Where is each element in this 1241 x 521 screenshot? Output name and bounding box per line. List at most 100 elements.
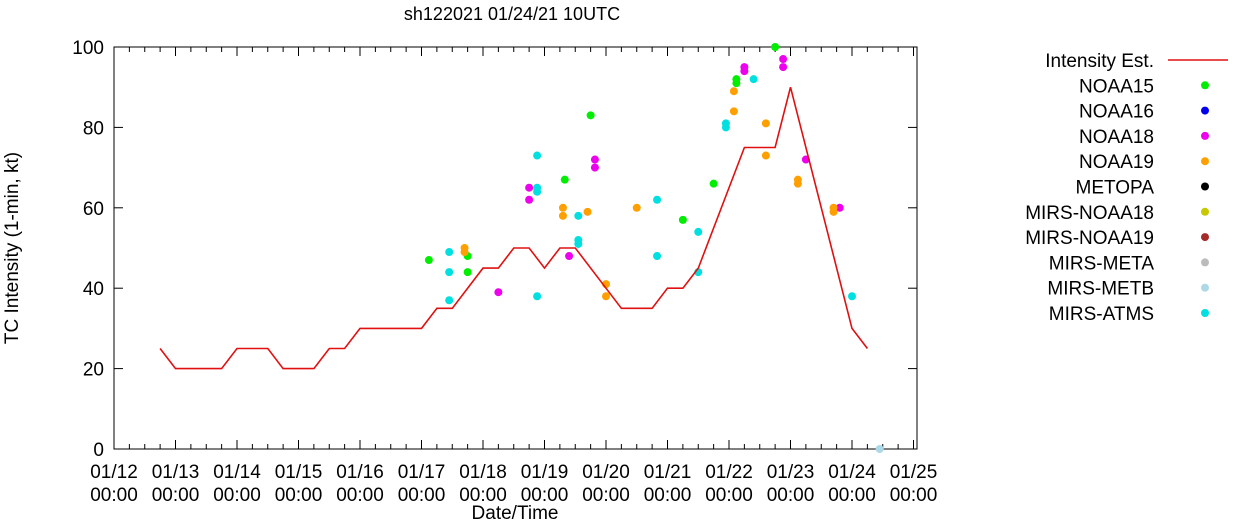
- data-point-noaa19: [583, 207, 592, 216]
- x-tick-label-time: 00:00: [459, 485, 507, 506]
- x-tick-label-time: 00:00: [275, 485, 323, 506]
- x-tick-label-date: 01/19: [521, 462, 569, 483]
- x-tick-label-time: 00:00: [152, 485, 200, 506]
- x-tick-label-date: 01/21: [644, 462, 692, 483]
- data-point-noaa19: [602, 292, 610, 301]
- data-point-noaa19: [793, 179, 802, 188]
- x-tick-label-time: 00:00: [890, 485, 938, 506]
- data-point-mirs-atms: [533, 187, 542, 196]
- data-point-mirs-atms: [533, 151, 542, 160]
- legend-swatch-dot: [1201, 157, 1209, 166]
- data-point-noaa19: [558, 211, 567, 220]
- data-point-noaa15: [463, 268, 472, 277]
- data-point-mirs-atms: [445, 248, 454, 257]
- legend: Intensity Est. NOAA15 NOAA16 NOAA18 NOAA19 ME…: [1025, 51, 1228, 325]
- x-tick-label-date: 01/18: [459, 462, 507, 483]
- y-tick-label: 20: [83, 360, 104, 381]
- legend-label: MIRS-METB: [1047, 279, 1154, 300]
- legend-label: MIRS-NOAA18: [1025, 203, 1154, 224]
- data-point-mirs-atms: [749, 75, 758, 84]
- y-tick-label: 40: [83, 279, 104, 300]
- data-point-noaa15: [560, 175, 569, 184]
- x-tick-label-date: 01/16: [336, 462, 384, 483]
- data-point-mirs-metb: [875, 445, 884, 453]
- chart-title: sh122021 01/24/21 10UTC: [404, 4, 620, 24]
- legend-swatch-dot: [1201, 233, 1209, 242]
- y-tick-label: 0: [93, 440, 104, 461]
- x-axis-label: Date/Time: [472, 503, 559, 521]
- x-tick-label-time: 00:00: [336, 485, 384, 506]
- x-tick-label-date: 01/25: [890, 462, 938, 483]
- legend-swatch-dot: [1201, 207, 1209, 216]
- legend-label: MIRS-META: [1049, 253, 1155, 274]
- y-tick-label: 60: [83, 199, 104, 220]
- y-axis-label: TC Intensity (1-min, kt): [2, 152, 23, 344]
- data-point-noaa18: [740, 67, 749, 76]
- legend-label: NOAA16: [1079, 102, 1154, 123]
- data-point-noaa15: [424, 256, 433, 265]
- data-point-mirs-atms: [445, 296, 454, 305]
- data-point-noaa18: [779, 55, 788, 64]
- x-tick-label-time: 00:00: [644, 485, 692, 506]
- y-tick-label: 80: [83, 118, 104, 139]
- data-point-mirs-atms: [653, 195, 662, 204]
- data-point-noaa15: [771, 43, 780, 51]
- x-tick-label-time: 00:00: [767, 485, 815, 506]
- data-point-noaa15: [732, 75, 741, 84]
- y-tick-label: 100: [72, 38, 104, 59]
- data-point-mirs-atms: [721, 123, 730, 132]
- intensity-est-line: [159, 87, 869, 370]
- data-point-noaa19: [558, 203, 567, 212]
- data-point-noaa19: [729, 107, 738, 116]
- legend-swatch-dot: [1201, 131, 1209, 140]
- x-tick-label-time: 00:00: [828, 485, 876, 506]
- data-point-noaa19: [761, 119, 770, 128]
- x-tick-label-date: 01/13: [152, 462, 200, 483]
- legend-label: Intensity Est.: [1045, 51, 1154, 72]
- data-point-noaa18: [590, 155, 599, 164]
- data-point-noaa18: [779, 63, 788, 72]
- y-axis: 0 20 40 60 80 100: [72, 38, 917, 461]
- data-point-mirs-atms: [533, 292, 542, 301]
- data-point-noaa15: [586, 111, 595, 120]
- x-tick-label-date: 01/20: [582, 462, 630, 483]
- x-tick-label-date: 01/23: [767, 462, 815, 483]
- data-point-noaa19: [761, 151, 770, 160]
- x-tick-label-date: 01/12: [90, 462, 138, 483]
- data-point-mirs-atms: [694, 227, 703, 236]
- legend-swatch-dot: [1201, 106, 1209, 115]
- legend-label: MIRS-ATMS: [1049, 304, 1154, 325]
- legend-swatch-dot: [1201, 182, 1209, 191]
- data-point-noaa19: [460, 248, 469, 257]
- data-point-noaa15: [678, 215, 687, 224]
- x-tick-label-time: 00:00: [521, 485, 569, 506]
- x-tick-label-date: 01/15: [275, 462, 323, 483]
- data-point-mirs-atms: [848, 292, 856, 301]
- data-point-noaa18: [565, 252, 574, 261]
- data-point-noaa19: [729, 87, 738, 96]
- x-axis: 01/1200:0001/1300:0001/1400:0001/1500:00…: [90, 47, 937, 506]
- data-point-noaa18: [835, 203, 844, 212]
- data-point-noaa19: [632, 203, 641, 212]
- x-tick-label-time: 00:00: [398, 485, 446, 506]
- data-point-mirs-atms: [445, 268, 454, 277]
- data-point-noaa18: [590, 163, 599, 172]
- x-tick-label-date: 01/17: [398, 462, 446, 483]
- legend-swatch-dot: [1201, 309, 1209, 317]
- data-point-mirs-atms: [574, 239, 583, 248]
- x-tick-label-date: 01/14: [213, 462, 261, 483]
- data-point-noaa18: [494, 288, 503, 297]
- x-tick-label-time: 00:00: [582, 485, 630, 506]
- data-point-mirs-atms: [653, 252, 662, 261]
- legend-label: METOPA: [1076, 178, 1155, 199]
- legend-swatch-dot: [1201, 283, 1209, 292]
- data-point-mirs-atms: [574, 211, 583, 220]
- legend-label: NOAA15: [1079, 76, 1154, 97]
- data-point-noaa18: [525, 195, 534, 204]
- legend-swatch-dot: [1201, 81, 1209, 90]
- x-tick-label-time: 00:00: [90, 485, 138, 506]
- legend-label: NOAA18: [1079, 127, 1154, 148]
- legend-swatch-dot: [1201, 258, 1209, 267]
- x-tick-label-time: 00:00: [705, 485, 753, 506]
